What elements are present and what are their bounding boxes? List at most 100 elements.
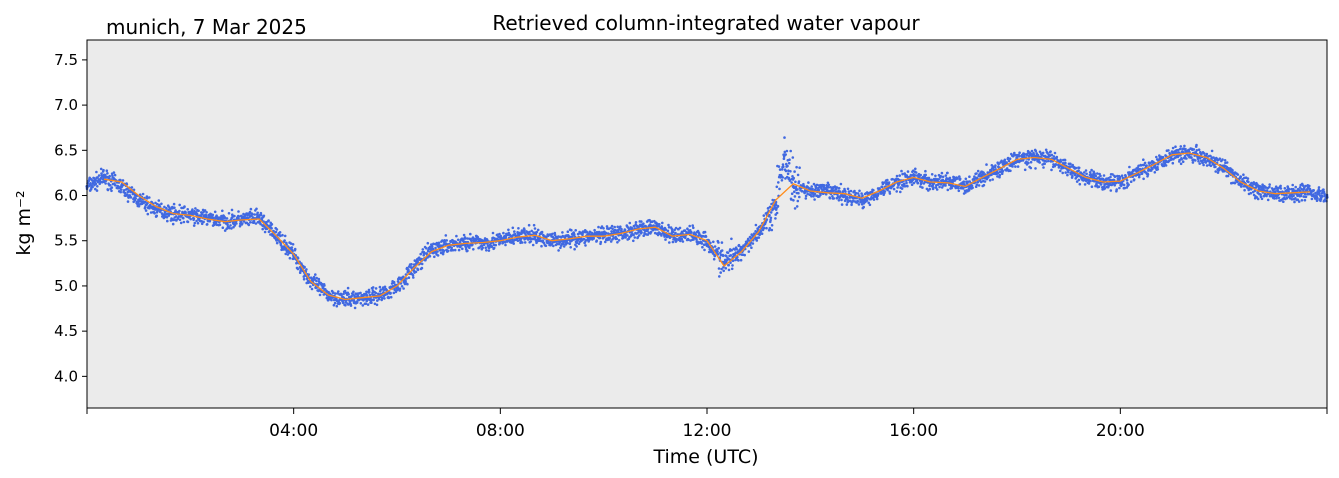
scatter-point <box>979 180 983 184</box>
scatter-point <box>1138 173 1141 177</box>
scatter-point <box>674 226 678 230</box>
scatter-point <box>640 231 643 234</box>
scatter-point <box>523 228 526 232</box>
scatter-point <box>1294 185 1297 189</box>
scatter-point <box>785 162 788 166</box>
scatter-point <box>1027 161 1030 165</box>
scatter-point <box>1285 194 1288 197</box>
scatter-point <box>844 190 847 193</box>
scatter-point <box>1178 158 1181 162</box>
scatter-point <box>1223 159 1227 162</box>
scatter-point <box>114 184 117 187</box>
scatter-point <box>527 223 531 227</box>
scatter-point <box>1034 167 1037 170</box>
scatter-point <box>553 233 557 237</box>
scatter-point <box>743 253 746 257</box>
scatter-point <box>727 263 730 267</box>
scatter-point <box>104 173 107 177</box>
scatter-point <box>976 169 980 173</box>
scatter-point <box>892 187 896 191</box>
scatter-point <box>377 297 381 301</box>
scatter-point <box>1299 194 1303 198</box>
scatter-point <box>1009 169 1012 173</box>
scatter-point <box>566 241 569 245</box>
scatter-point <box>597 230 601 234</box>
scatter-point <box>786 172 790 175</box>
scatter-point <box>769 211 773 214</box>
scatter-point <box>113 173 117 177</box>
scatter-point <box>1291 183 1294 187</box>
scatter-point <box>896 186 899 189</box>
scatter-point <box>1246 177 1250 180</box>
scatter-point <box>919 185 922 188</box>
scatter-point <box>953 176 956 179</box>
scatter-point <box>1171 146 1175 150</box>
scatter-point <box>1008 157 1012 160</box>
scatter-point <box>1047 159 1050 163</box>
scatter-point <box>1074 166 1078 170</box>
scatter-point <box>283 234 287 238</box>
scatter-point <box>846 187 850 191</box>
scatter-point <box>296 267 300 271</box>
scatter-point <box>312 275 316 279</box>
scatter-point <box>781 176 784 179</box>
scatter-point <box>314 273 317 276</box>
scatter-point <box>1283 187 1287 190</box>
scatter-point <box>1017 155 1021 158</box>
scatter-point <box>1158 154 1161 157</box>
scatter-point <box>727 268 731 272</box>
scatter-point <box>1083 171 1086 174</box>
scatter-point <box>1038 161 1041 164</box>
scatter-point <box>1198 157 1202 160</box>
scatter-point <box>106 188 110 192</box>
scatter-point <box>982 171 985 174</box>
scatter-point <box>157 199 161 202</box>
scatter-point <box>516 239 520 242</box>
scatter-point <box>574 229 577 232</box>
scatter-point <box>133 199 137 202</box>
scatter-point <box>827 183 831 187</box>
y-tick-label: 5.0 <box>54 277 78 295</box>
scatter-point <box>668 241 671 244</box>
scatter-point <box>783 136 786 139</box>
scatter-point <box>1014 165 1017 168</box>
scatter-point <box>881 185 884 189</box>
scatter-point <box>731 259 735 263</box>
scatter-point <box>200 211 203 214</box>
scatter-point <box>559 246 562 250</box>
scatter-anchor-point <box>154 207 158 211</box>
scatter-point <box>309 285 312 288</box>
scatter-point <box>254 222 258 225</box>
scatter-point <box>735 247 738 251</box>
x-axis-label: Time (UTC) <box>652 446 758 468</box>
scatter-point <box>1287 187 1291 191</box>
location-date-label: munich, 7 Mar 2025 <box>106 15 307 39</box>
scatter-point <box>227 212 231 215</box>
scatter-point <box>411 273 415 277</box>
scatter-point <box>420 266 424 270</box>
scatter-point <box>290 246 294 249</box>
scatter-point <box>768 213 771 217</box>
scatter-point <box>174 209 177 212</box>
scatter-point <box>599 240 603 244</box>
scatter-point <box>903 185 907 188</box>
scatter-point <box>935 188 939 191</box>
scatter-point <box>1016 165 1020 168</box>
scatter-point <box>634 221 638 224</box>
scatter-point <box>540 230 544 234</box>
scatter-point <box>745 241 749 244</box>
scatter-point <box>552 244 555 248</box>
scatter-point <box>675 237 678 241</box>
y-tick-label: 5.5 <box>54 232 78 250</box>
scatter-point <box>1260 197 1264 201</box>
scatter-point <box>1042 166 1045 169</box>
scatter-point <box>203 209 207 212</box>
scatter-point <box>186 208 189 211</box>
scatter-point <box>1205 152 1209 156</box>
y-axis: 4.0 4.5 5.0 5.5 6.0 6.5 7.0 7.5 <box>54 51 87 385</box>
scatter-point <box>571 235 574 238</box>
scatter-point <box>1096 172 1099 175</box>
scatter-point <box>293 247 297 251</box>
scatter-point <box>810 185 813 188</box>
scatter-point <box>359 302 363 305</box>
